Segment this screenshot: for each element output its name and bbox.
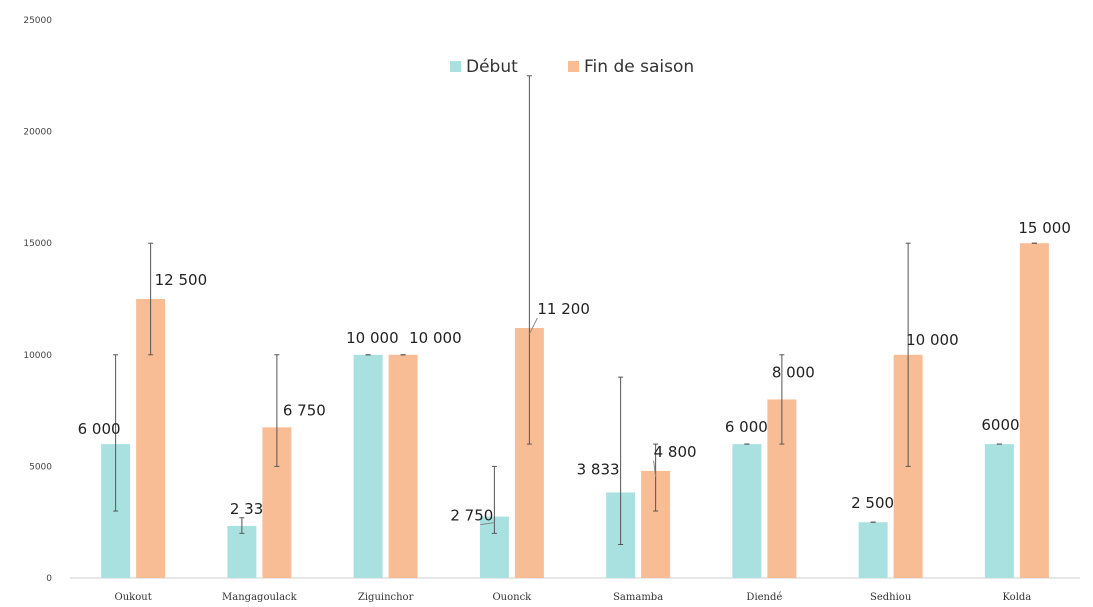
data-label: 3 833	[577, 460, 620, 478]
label-leader-line	[528, 317, 538, 335]
y-tick-label: 20000	[23, 128, 52, 138]
x-tick-label: Mangagoulack	[222, 592, 298, 603]
bar-fin-2	[388, 354, 418, 578]
bar-fin-7	[1019, 243, 1049, 578]
data-label: 6 000	[78, 420, 121, 438]
bar-debut-2	[353, 354, 383, 578]
data-label: 10 000	[346, 329, 399, 347]
data-label: 10 000	[906, 331, 959, 349]
data-label: 6 000	[725, 418, 768, 436]
data-label: 6 750	[283, 401, 326, 419]
bar-debut-5	[732, 444, 762, 578]
data-label: 11 200	[537, 300, 590, 318]
bar-debut-1	[227, 525, 257, 578]
data-label: 2 333	[230, 500, 273, 518]
legend-label: Début	[466, 57, 518, 77]
y-tick-label: 10000	[23, 351, 52, 361]
x-tick-label: Ouonck	[492, 592, 532, 603]
data-label: 8 000	[772, 363, 815, 381]
bar-debut-7	[984, 444, 1014, 578]
legend-swatch	[450, 61, 461, 72]
x-tick-label: Samamba	[613, 592, 663, 603]
legend-swatch	[568, 61, 579, 72]
x-tick-label: Ziguinchor	[358, 592, 414, 603]
x-tick-label: Diendé	[746, 592, 782, 603]
x-tick-label: Kolda	[1002, 592, 1031, 603]
x-tick-label: Sedhiou	[870, 592, 912, 603]
y-tick-label: 25000	[23, 16, 52, 26]
data-label: 2 750	[450, 507, 493, 525]
y-tick-label: 0	[46, 574, 52, 584]
legend-label: Fin de saison	[584, 57, 694, 77]
data-label: 15 000	[1018, 219, 1071, 237]
data-label: 2 500	[851, 494, 894, 512]
data-label: 4 800	[654, 443, 697, 461]
y-tick-label: 15000	[23, 239, 52, 249]
label-leader-line	[653, 460, 657, 477]
data-label: 12 500	[155, 271, 208, 289]
x-tick-label: Oukout	[115, 592, 152, 603]
y-tick-label: 5000	[29, 462, 52, 472]
label-leader-line	[480, 522, 495, 526]
data-label: 6000	[981, 416, 1019, 434]
data-label: 10 000	[409, 329, 462, 347]
bar-debut-6	[858, 522, 888, 578]
